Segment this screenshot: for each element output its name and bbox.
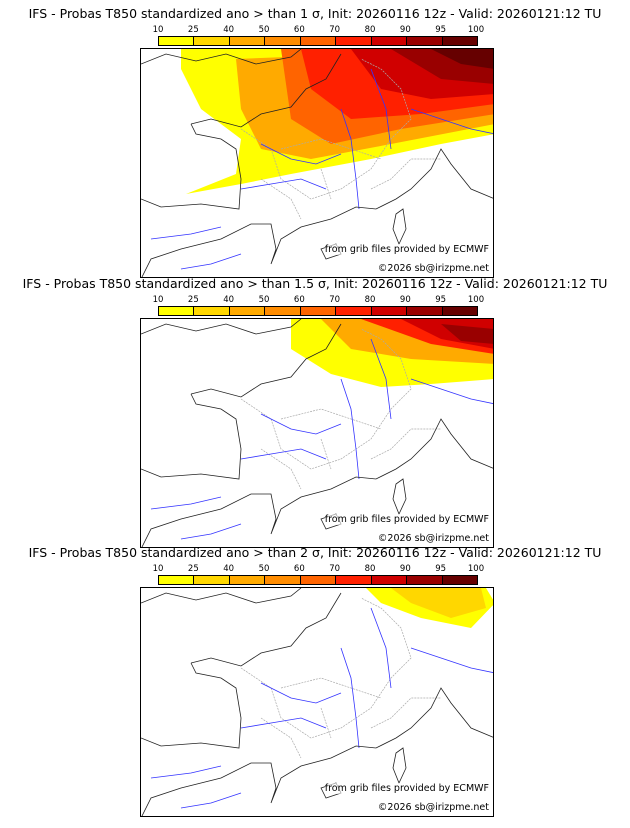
- colorbar: [158, 575, 478, 585]
- colorbar-tick-label: 25: [187, 25, 199, 35]
- colorbar-tick-label: 70: [329, 295, 341, 305]
- colorbar-tick-label: 40: [223, 564, 235, 574]
- colorbar-tick-label: 50: [258, 564, 270, 574]
- colorbar-tick-label: 95: [435, 295, 447, 305]
- map-svg: [141, 319, 493, 547]
- colorbar-swatch: [407, 37, 443, 45]
- colorbar-swatch: [371, 307, 408, 315]
- colorbar-tick-label: 90: [399, 295, 411, 305]
- map-svg: [141, 588, 493, 816]
- colorbar-swatch: [229, 576, 266, 584]
- map-svg: [141, 49, 493, 277]
- colorbar-tick-label: 25: [187, 564, 199, 574]
- panel-title: IFS - Probas T850 standardized ano > tha…: [28, 6, 602, 21]
- colorbar-tick-label: 10: [152, 295, 164, 305]
- colorbar-swatch: [229, 37, 266, 45]
- map-area: from grib files provided by ECMWF ©2026 …: [140, 587, 494, 817]
- colorbar-swatch: [194, 37, 230, 45]
- colorbar-swatch: [300, 307, 337, 315]
- colorbar-swatch: [442, 307, 477, 315]
- colorbar-swatch: [336, 37, 372, 45]
- admin-borders: [240, 58, 441, 220]
- colorbar-tick-label: 95: [435, 25, 447, 35]
- probability-area: [391, 588, 486, 618]
- colorbar-tick-label: 40: [223, 295, 235, 305]
- probability-fill: [366, 588, 493, 628]
- colorbar-swatch: [159, 307, 195, 315]
- colorbar-tick-label: 50: [258, 295, 270, 305]
- source-credit: from grib files provided by ECMWF: [324, 783, 489, 794]
- colorbar-swatch: [265, 37, 301, 45]
- colorbar-tick-label: 70: [329, 564, 341, 574]
- admin-borders: [240, 328, 441, 490]
- colorbar-ticks: 10 25 40 50 60 70 80 90 95 100: [153, 564, 485, 574]
- colorbar-tick-label: 100: [467, 25, 485, 35]
- colorbar-tick-label: 80: [364, 564, 376, 574]
- colorbar-swatch: [336, 576, 372, 584]
- map-panel-3: IFS - Probas T850 standardized ano > tha…: [0, 539, 630, 817]
- colorbar-tick-label: 10: [152, 25, 164, 35]
- colorbar-tick-label: 100: [467, 564, 485, 574]
- copyright-credit: ©2026 sb@irizpme.net: [377, 263, 489, 274]
- source-credit: from grib files provided by ECMWF: [324, 244, 489, 255]
- probability-fill: [181, 49, 493, 194]
- panel-title: IFS - Probas T850 standardized ano > tha…: [22, 276, 608, 291]
- colorbar-tick-label: 25: [187, 295, 199, 305]
- colorbar-swatch: [159, 576, 195, 584]
- colorbar-swatch: [442, 576, 477, 584]
- colorbar-ticks: 10 25 40 50 60 70 80 90 95 100: [153, 295, 485, 305]
- rivers: [150, 338, 493, 540]
- colorbar-ticks: 10 25 40 50 60 70 80 90 95 100: [153, 25, 485, 35]
- colorbar: [158, 306, 478, 316]
- copyright-credit: ©2026 sb@irizpme.net: [377, 802, 489, 813]
- colorbar-swatch: [265, 576, 301, 584]
- colorbar-tick-label: 95: [435, 564, 447, 574]
- colorbar-tick-label: 70: [329, 25, 341, 35]
- colorbar-swatch: [194, 576, 230, 584]
- probability-area: [431, 49, 493, 69]
- colorbar-swatch: [300, 576, 337, 584]
- colorbar-swatch: [442, 37, 477, 45]
- colorbar-tick-label: 40: [223, 25, 235, 35]
- map-panel-2: IFS - Probas T850 standardized ano > tha…: [0, 270, 630, 548]
- colorbar-swatch: [407, 576, 443, 584]
- colorbar-swatch: [336, 307, 372, 315]
- colorbar-tick-label: 80: [364, 25, 376, 35]
- panel-title: IFS - Probas T850 standardized ano > tha…: [28, 545, 602, 560]
- colorbar-tick-label: 60: [293, 564, 305, 574]
- colorbar-swatch: [159, 37, 195, 45]
- colorbar: [158, 36, 478, 46]
- colorbar-swatch: [371, 37, 408, 45]
- copyright-credit: ©2026 sb@irizpme.net: [377, 533, 489, 544]
- colorbar-swatch: [229, 307, 266, 315]
- source-credit: from grib files provided by ECMWF: [324, 514, 489, 525]
- colorbar-tick-label: 90: [399, 564, 411, 574]
- map-panel-1: IFS - Probas T850 standardized ano > tha…: [0, 0, 630, 278]
- colorbar-swatch: [300, 37, 337, 45]
- coastline: [141, 588, 493, 816]
- colorbar-tick-label: 90: [399, 25, 411, 35]
- map-area: from grib files provided by ECMWF ©2026 …: [140, 48, 494, 278]
- colorbar-swatch: [407, 307, 443, 315]
- colorbar-swatch: [265, 307, 301, 315]
- colorbar-swatch: [194, 307, 230, 315]
- colorbar-tick-label: 10: [152, 564, 164, 574]
- rivers: [150, 68, 493, 270]
- colorbar-tick-label: 80: [364, 295, 376, 305]
- colorbar-swatch: [371, 576, 408, 584]
- colorbar-tick-label: 100: [467, 295, 485, 305]
- probability-area: [441, 324, 493, 344]
- colorbar-tick-label: 50: [258, 25, 270, 35]
- rivers: [150, 607, 493, 809]
- map-area: from grib files provided by ECMWF ©2026 …: [140, 318, 494, 548]
- colorbar-tick-label: 60: [293, 295, 305, 305]
- colorbar-tick-label: 60: [293, 25, 305, 35]
- probability-fill: [291, 319, 493, 387]
- admin-borders: [240, 597, 441, 759]
- coastline: [141, 319, 493, 547]
